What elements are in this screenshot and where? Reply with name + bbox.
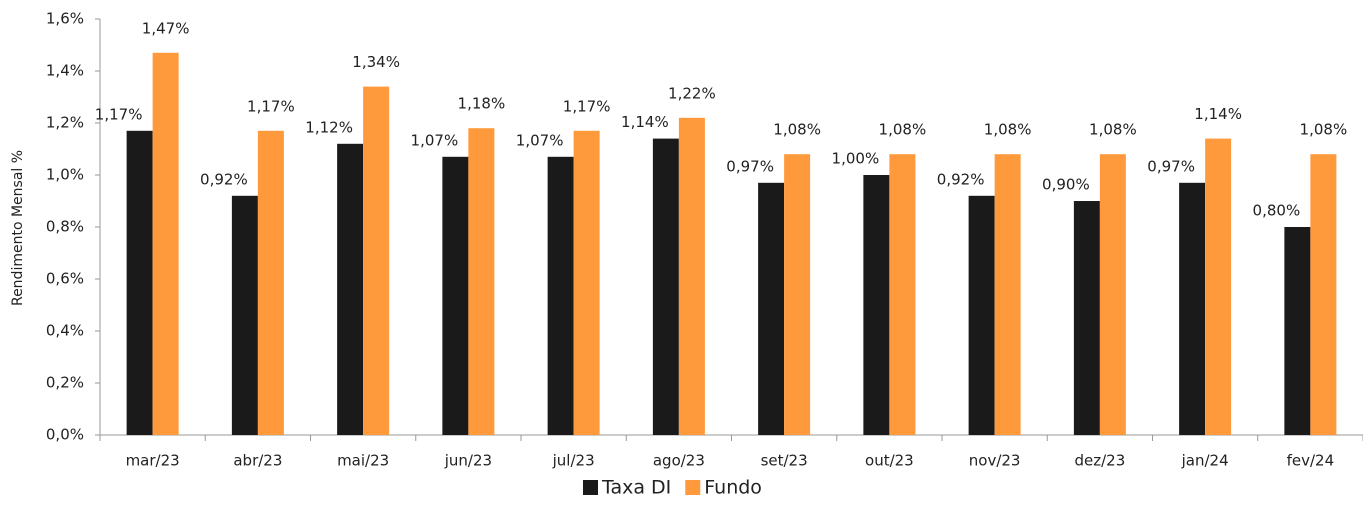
value-label: 1,17% bbox=[247, 97, 295, 115]
x-tick-label: mar/23 bbox=[126, 452, 180, 470]
value-label: 0,92% bbox=[200, 170, 248, 188]
value-label: 1,08% bbox=[984, 121, 1032, 139]
value-label: 1,17% bbox=[563, 97, 611, 115]
value-label: 0,97% bbox=[726, 157, 774, 175]
bar bbox=[1179, 182, 1206, 435]
bar bbox=[547, 156, 574, 436]
x-tick-label: jul/23 bbox=[552, 452, 595, 470]
x-tick-label: jun/23 bbox=[444, 452, 492, 470]
x-tick-label: fev/24 bbox=[1287, 452, 1335, 470]
value-label: 1,08% bbox=[1300, 121, 1348, 139]
x-tick-label: nov/23 bbox=[969, 452, 1021, 470]
value-label: 1,14% bbox=[621, 113, 669, 131]
y-tick-label: 0,2% bbox=[46, 374, 84, 392]
legend-swatch bbox=[583, 480, 598, 495]
y-tick-label: 1,2% bbox=[46, 114, 84, 132]
x-tick-label: dez/23 bbox=[1074, 452, 1125, 470]
legend-swatch bbox=[685, 480, 701, 495]
bar bbox=[442, 156, 469, 436]
bar bbox=[652, 138, 679, 435]
value-label: 0,90% bbox=[1042, 176, 1090, 194]
bar bbox=[231, 195, 258, 435]
value-label: 1,12% bbox=[305, 118, 353, 136]
bar bbox=[994, 154, 1021, 435]
value-label: 1,22% bbox=[668, 84, 716, 102]
y-tick-label: 0,0% bbox=[46, 426, 84, 444]
x-tick-label: abr/23 bbox=[233, 452, 282, 470]
x-tick-label: mai/23 bbox=[337, 452, 389, 470]
bar bbox=[257, 130, 284, 436]
value-label: 1,47% bbox=[142, 19, 190, 37]
value-label: 1,00% bbox=[832, 150, 880, 168]
y-tick-label: 0,8% bbox=[46, 218, 84, 236]
value-label: 1,07% bbox=[516, 131, 564, 149]
x-tick-label: jan/24 bbox=[1181, 452, 1229, 470]
bar bbox=[968, 195, 995, 435]
value-label: 1,08% bbox=[773, 121, 821, 139]
bar bbox=[1310, 154, 1337, 435]
bar bbox=[468, 128, 495, 435]
bar bbox=[784, 154, 811, 435]
bar bbox=[1099, 154, 1126, 435]
y-tick-label: 1,6% bbox=[46, 10, 84, 28]
y-tick-label: 1,4% bbox=[46, 62, 84, 80]
value-label: 1,17% bbox=[95, 105, 143, 123]
value-label: 1,07% bbox=[411, 131, 459, 149]
value-label: 1,34% bbox=[352, 53, 400, 71]
value-label: 1,14% bbox=[1194, 105, 1242, 123]
value-label: 1,08% bbox=[879, 121, 927, 139]
bar bbox=[363, 86, 390, 435]
x-tick-label: ago/23 bbox=[653, 452, 705, 470]
bar bbox=[1073, 201, 1100, 435]
legend-label: Taxa DI bbox=[601, 477, 671, 499]
bar bbox=[863, 175, 890, 435]
value-label: 1,18% bbox=[458, 95, 506, 113]
bar bbox=[152, 52, 179, 436]
bar bbox=[758, 182, 785, 435]
value-label: 0,92% bbox=[937, 170, 985, 188]
value-label: 1,08% bbox=[1089, 121, 1137, 139]
y-tick-label: 0,6% bbox=[46, 270, 84, 288]
bar bbox=[678, 117, 705, 436]
legend-label: Fundo bbox=[704, 477, 762, 499]
bar bbox=[889, 154, 916, 435]
value-label: 0,97% bbox=[1147, 157, 1195, 175]
value-label: 0,80% bbox=[1253, 202, 1301, 220]
x-tick-label: set/23 bbox=[761, 452, 808, 470]
bar bbox=[126, 130, 153, 436]
y-tick-label: 1,0% bbox=[46, 166, 84, 184]
x-tick-label: out/23 bbox=[865, 452, 914, 470]
bar bbox=[1205, 138, 1232, 435]
bar bbox=[337, 143, 364, 436]
y-tick-label: 0,4% bbox=[46, 322, 84, 340]
bar bbox=[1284, 227, 1311, 435]
y-axis-label: Rendimento Mensal % bbox=[10, 150, 26, 306]
bar bbox=[573, 130, 600, 436]
